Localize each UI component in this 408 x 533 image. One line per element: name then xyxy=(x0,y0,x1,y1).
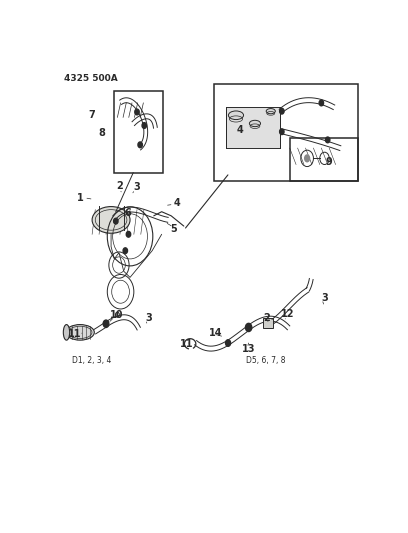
Circle shape xyxy=(279,129,284,134)
Ellipse shape xyxy=(249,120,261,127)
Circle shape xyxy=(319,100,324,106)
Text: 2: 2 xyxy=(117,181,123,191)
Ellipse shape xyxy=(63,325,70,340)
Text: 9: 9 xyxy=(326,157,333,167)
Text: 6: 6 xyxy=(124,208,131,219)
Text: 3: 3 xyxy=(134,182,140,192)
Ellipse shape xyxy=(228,111,244,119)
Text: D5, 6, 7, 8: D5, 6, 7, 8 xyxy=(246,356,286,365)
Text: 1: 1 xyxy=(77,193,84,203)
Circle shape xyxy=(113,219,118,224)
Text: 4325 500A: 4325 500A xyxy=(64,74,118,83)
Bar xyxy=(226,107,280,148)
Text: 14: 14 xyxy=(208,328,222,338)
Text: 2: 2 xyxy=(264,312,271,322)
Circle shape xyxy=(135,109,139,115)
Bar xyxy=(214,84,358,181)
Text: 5: 5 xyxy=(170,224,177,234)
Text: D1, 2, 3, 4: D1, 2, 3, 4 xyxy=(72,356,111,365)
Bar xyxy=(114,91,163,173)
Text: 4: 4 xyxy=(174,198,181,208)
Circle shape xyxy=(279,108,284,114)
Circle shape xyxy=(126,231,131,237)
Bar xyxy=(290,138,358,181)
Text: 3: 3 xyxy=(146,313,153,324)
Text: 12: 12 xyxy=(281,309,294,319)
Circle shape xyxy=(304,154,310,163)
Text: 3: 3 xyxy=(321,293,328,303)
Ellipse shape xyxy=(92,207,130,233)
Text: 7: 7 xyxy=(89,110,95,120)
Circle shape xyxy=(123,248,128,254)
Text: 4: 4 xyxy=(236,125,243,135)
Circle shape xyxy=(246,324,252,332)
Bar xyxy=(264,318,273,328)
Ellipse shape xyxy=(266,109,275,114)
Text: 10: 10 xyxy=(110,310,124,320)
Text: 11: 11 xyxy=(68,329,82,338)
Circle shape xyxy=(103,320,109,327)
Circle shape xyxy=(226,340,231,346)
Circle shape xyxy=(142,123,146,128)
Circle shape xyxy=(326,137,330,143)
Text: 8: 8 xyxy=(98,128,105,138)
Ellipse shape xyxy=(66,325,94,340)
Circle shape xyxy=(138,142,142,148)
Text: 13: 13 xyxy=(242,344,255,354)
Text: 11: 11 xyxy=(180,339,193,349)
